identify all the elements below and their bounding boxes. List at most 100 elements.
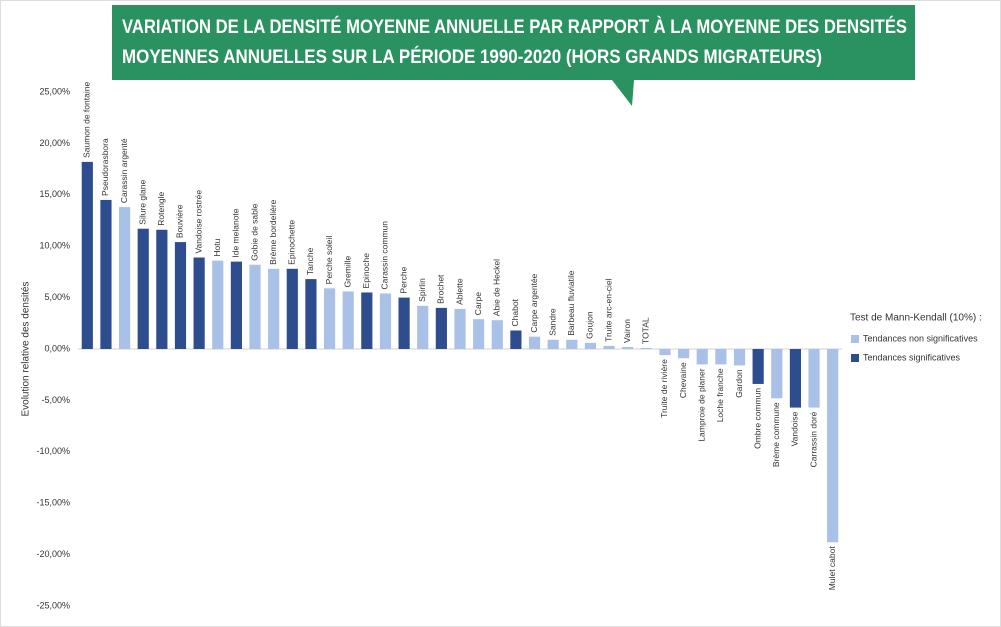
bar [268, 268, 280, 349]
x-tick-label: Epinochette [287, 220, 297, 265]
legend-title: Test de Mann-Kendall (10%) : [850, 313, 982, 324]
x-tick-label: Vairon [622, 319, 632, 343]
x-tick-label: Ombre commun [752, 388, 762, 449]
bar [827, 349, 839, 543]
y-tick-label: 15,00% [39, 189, 70, 199]
x-tick-label: Lamproie de planer [696, 368, 706, 441]
y-tick-label: -5,00% [41, 395, 70, 405]
bar [342, 291, 354, 349]
x-tick-label: Bouvière [175, 204, 185, 238]
x-tick-label: Perche [398, 266, 408, 293]
bar [417, 305, 429, 349]
bar [118, 207, 131, 349]
bar [398, 297, 410, 349]
bar [584, 342, 597, 349]
x-tick-label: Truite de rivière [659, 359, 669, 418]
bar [566, 339, 578, 349]
bar [789, 349, 802, 408]
bar [361, 292, 373, 349]
x-tick-label: Ide melanote [231, 208, 241, 257]
bar [174, 242, 187, 349]
x-tick-label: Carassin commun [380, 221, 390, 290]
x-tick-label: Abie de Heckel [492, 259, 502, 316]
x-tick-label: Pseudorasbora [100, 138, 110, 196]
x-tick-label: Brème commune [771, 402, 781, 467]
y-tick-label: -10,00% [36, 446, 70, 456]
x-tick-label: Tanche [305, 247, 315, 275]
bar [81, 161, 93, 349]
bar [622, 346, 634, 349]
x-tick-label: Perche soleil [324, 236, 334, 285]
bar [473, 319, 485, 349]
bar [212, 260, 224, 349]
bar [286, 268, 298, 349]
x-tick-label: Goujon [585, 311, 595, 339]
bar [305, 279, 317, 349]
x-tick-label: Vandoise rostrée [193, 190, 203, 254]
bar [379, 293, 392, 349]
x-tick-label: Spirlin [417, 278, 427, 302]
y-tick-label: 25,00% [39, 86, 70, 96]
bar [454, 308, 466, 349]
chart-title: MOYENNES ANNUELLES SUR LA PÉRIODE 1990-2… [122, 46, 822, 68]
x-tick-label: Epinoche [361, 253, 371, 289]
x-tick-label: Carpe argentée [529, 273, 539, 332]
x-tick-label: Brochet [436, 274, 446, 304]
bar [715, 349, 727, 365]
x-tick-label: Rotengle [156, 191, 166, 225]
x-tick-label: Chabot [510, 298, 520, 326]
bar [435, 307, 447, 349]
bar [678, 349, 690, 359]
x-tick-label: Gremille [342, 256, 352, 288]
bar [752, 349, 764, 384]
bar [491, 320, 503, 349]
y-tick-label: -20,00% [36, 549, 70, 559]
y-tick-label: -25,00% [36, 600, 70, 610]
title-banner [112, 5, 915, 106]
bar [528, 336, 541, 349]
legend-swatch [851, 354, 859, 362]
y-tick-label: 0,00% [44, 343, 70, 353]
legend-swatch [851, 335, 859, 343]
bar [193, 257, 205, 349]
legend-label: Tendances non significatives [863, 333, 978, 343]
legend-label: Tendances significatives [863, 352, 961, 362]
x-tick-label: Truite arc-en-ciel [603, 278, 613, 342]
x-tick-label: Sandre [547, 308, 557, 336]
y-tick-label: -15,00% [36, 498, 70, 508]
y-tick-label: 20,00% [39, 138, 70, 148]
x-tick-label: Carassin argenté [119, 138, 129, 203]
bar [771, 349, 783, 399]
x-tick-label: Ablette [454, 278, 464, 305]
bar [640, 347, 652, 349]
chart-title: VARIATION DE LA DENSITÉ MOYENNE ANNUELLE… [122, 16, 907, 38]
bar [808, 349, 820, 408]
y-axis-label: Evolution relative des densités [21, 281, 32, 416]
x-tick-label: Brème bordelière [268, 199, 278, 264]
x-tick-label: Loche franche [715, 368, 725, 422]
bar [603, 345, 615, 349]
x-tick-label: Silure glane [137, 180, 147, 225]
y-tick-label: 10,00% [39, 241, 70, 251]
bar [547, 339, 559, 349]
bar [230, 261, 242, 349]
x-tick-label: Saumon de fontaine [82, 82, 92, 158]
bar [137, 228, 149, 349]
bar [249, 264, 261, 349]
y-tick-label: 5,00% [44, 292, 70, 302]
x-tick-label: Gardon [734, 369, 744, 398]
x-tick-label: Barbeau fluviatile [566, 270, 576, 335]
x-tick-label: Carpe [473, 292, 483, 315]
x-tick-label: Mulet cabot [827, 546, 837, 591]
bar [659, 349, 671, 356]
bar [323, 288, 336, 349]
x-tick-label: Carrassin doré [808, 411, 818, 467]
bar [696, 349, 708, 365]
x-tick-label: Vandoise [790, 411, 800, 446]
bar [510, 330, 522, 349]
x-tick-label: Hotu [212, 238, 222, 256]
bar [156, 229, 168, 349]
bar [100, 199, 112, 349]
x-tick-label: Gobie de sable [249, 203, 259, 260]
